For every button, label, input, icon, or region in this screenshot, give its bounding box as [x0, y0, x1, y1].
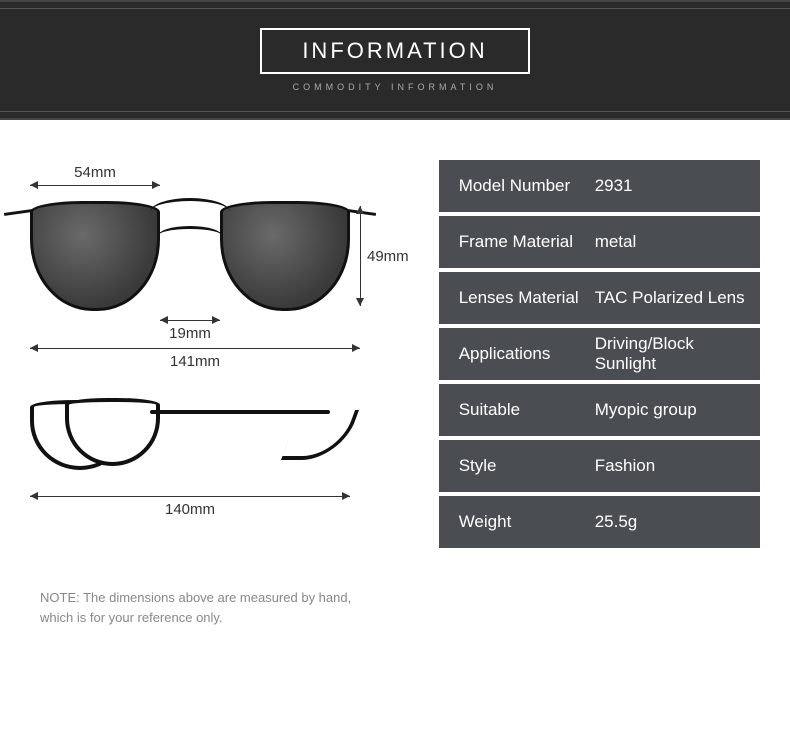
dim-line-bridge — [160, 320, 220, 321]
spec-row: Applications Driving/Block Sunlight — [439, 328, 760, 380]
spec-label: Model Number — [439, 176, 589, 196]
spec-value: 2931 — [589, 176, 760, 196]
glasses-front-illustration — [30, 196, 350, 316]
spec-value: Driving/Block Sunlight — [589, 334, 760, 374]
note-line2: which is for your reference only. — [40, 610, 223, 625]
spec-table: Model Number 2931 Frame Material metal L… — [439, 160, 760, 552]
dim-line-frame-width — [30, 348, 360, 349]
spec-row: Style Fashion — [439, 440, 760, 492]
spec-row: Weight 25.5g — [439, 496, 760, 548]
note-line1: NOTE: The dimensions above are measured … — [40, 590, 351, 605]
spec-label: Frame Material — [439, 232, 589, 252]
dim-line-lens-height — [360, 206, 361, 306]
dim-line-temple — [30, 496, 350, 497]
dim-frame-width-label: 141mm — [30, 353, 360, 370]
spec-value: TAC Polarized Lens — [589, 288, 760, 308]
spec-label: Applications — [439, 344, 589, 364]
dim-lens-width-label: 54mm — [30, 164, 160, 181]
spec-row: Model Number 2931 — [439, 160, 760, 212]
glasses-side-illustration — [30, 390, 350, 490]
header-title: INFORMATION — [302, 38, 487, 63]
dim-line-lens-width — [30, 185, 160, 186]
note-text: NOTE: The dimensions above are measured … — [0, 572, 790, 647]
spec-label: Style — [439, 456, 589, 476]
spec-row: Frame Material metal — [439, 216, 760, 268]
spec-label: Lenses Material — [439, 288, 589, 308]
spec-label: Weight — [439, 512, 589, 532]
spec-row: Lenses Material TAC Polarized Lens — [439, 272, 760, 324]
spec-row: Suitable Myopic group — [439, 384, 760, 436]
dim-lens-height-label: 49mm — [367, 248, 409, 265]
header-title-box: INFORMATION — [260, 28, 529, 74]
header-band: INFORMATION COMMODITY INFORMATION — [0, 0, 790, 120]
spec-value: Fashion — [589, 456, 760, 476]
dim-temple-label: 140mm — [30, 501, 350, 518]
spec-value: Myopic group — [589, 400, 760, 420]
spec-label: Suitable — [439, 400, 589, 420]
dimensions-panel: 54mm 49mm 19mm 141mm — [30, 160, 409, 552]
dim-bridge-label: 19mm — [160, 325, 220, 342]
content-area: 54mm 49mm 19mm 141mm — [0, 120, 790, 572]
header-subtitle: COMMODITY INFORMATION — [293, 82, 498, 92]
spec-value: 25.5g — [589, 512, 760, 532]
spec-value: metal — [589, 232, 760, 252]
